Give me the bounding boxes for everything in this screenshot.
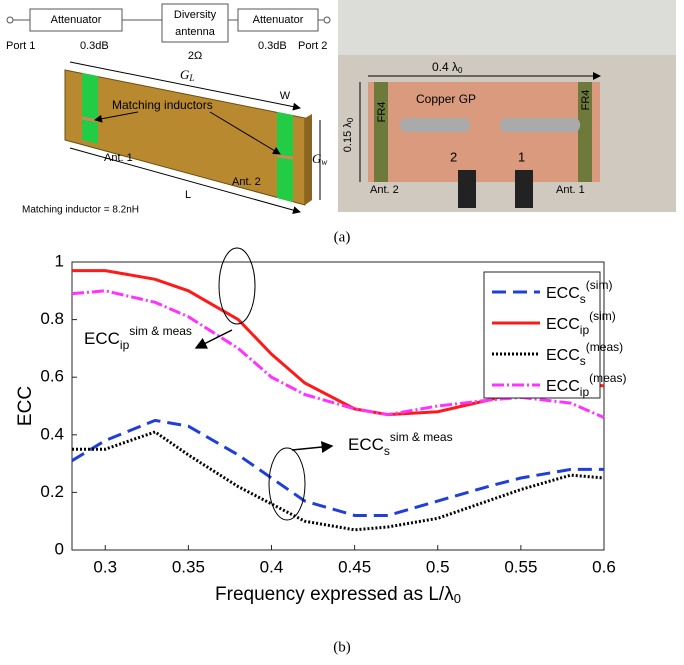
y-tick-label: 1: [55, 251, 64, 270]
label: Ant. 2: [232, 176, 261, 188]
y-axis-label: ECC: [15, 386, 36, 426]
y-tick-label: 0.8: [40, 309, 64, 328]
label: FR4: [580, 90, 592, 111]
label: Ant. 1: [556, 184, 585, 196]
x-tick-label: 0.4: [260, 557, 284, 576]
legend-label: ECCssim & meas: [348, 430, 453, 458]
label: 0.3dB: [80, 40, 109, 52]
label: Matching inductor = 8.2nH: [22, 205, 139, 216]
y-tick-label: 0.2: [40, 482, 64, 501]
x-tick-label: 0.3: [93, 557, 117, 576]
label: 2: [450, 149, 457, 164]
annotation-ellipse: [218, 247, 256, 325]
label: antenna: [175, 26, 216, 38]
legend-label: ECCip(sim): [546, 309, 616, 337]
label: Gw: [312, 151, 327, 167]
series-line: [72, 430, 605, 532]
label: 0.15 λ0: [342, 117, 355, 152]
label: Matching inductors: [112, 98, 213, 112]
legend-label: ECCs(meas): [546, 340, 623, 368]
label: Attenuator: [253, 14, 304, 26]
label: 1: [518, 149, 525, 164]
annotation-arrow: [291, 441, 334, 454]
x-tick-label: 0.45: [338, 557, 371, 576]
label: L: [185, 189, 191, 201]
label: Copper GP: [416, 92, 476, 106]
legend-label: ECCip(meas): [546, 371, 626, 399]
x-axis-label: Frequency expressed as L/λ0: [215, 584, 461, 606]
label: Attenuator: [51, 14, 102, 26]
x-tick-label: 0.5: [426, 557, 450, 576]
label: Port 1: [6, 40, 35, 52]
panel-a-left: Attenuator Diversity antenna Attenuator …: [6, 3, 331, 216]
y-tick-label: 0.4: [40, 424, 64, 443]
label: Diversity: [174, 9, 217, 21]
label: 0.4 λ0: [432, 60, 463, 75]
panel-a-photo: 0.4 λ0 Copper GP FR4 FR4 0.15 λ0 2 1 Ant…: [338, 0, 676, 212]
caption: (a): [334, 229, 351, 245]
label: Port 2: [298, 40, 327, 52]
label: Ant. 2: [370, 184, 399, 196]
annotation-arrow: [194, 329, 233, 349]
x-tick-label: 0.35: [172, 557, 205, 576]
x-tick-label: 0.6: [592, 557, 616, 576]
legend-label: ECCs(sim): [546, 278, 612, 306]
legend-label: ECCipsim & meas: [84, 324, 192, 352]
y-tick-label: 0: [55, 539, 64, 558]
y-tick-label: 0.6: [40, 367, 64, 386]
label: W: [280, 90, 291, 102]
annotation-ellipse: [268, 447, 306, 521]
chart: 00.20.40.60.810.3 0.35 0.4 0.45 0.5 0.55 0.6EC…: [15, 247, 626, 606]
label: 2Ω: [188, 50, 202, 62]
x-tick-label: 0.55: [504, 557, 537, 576]
label: FR4: [376, 102, 388, 123]
label: 0.3dB: [258, 40, 287, 52]
caption: (b): [333, 639, 351, 655]
label: Ant. 1: [104, 152, 133, 164]
label: GL: [180, 67, 194, 83]
